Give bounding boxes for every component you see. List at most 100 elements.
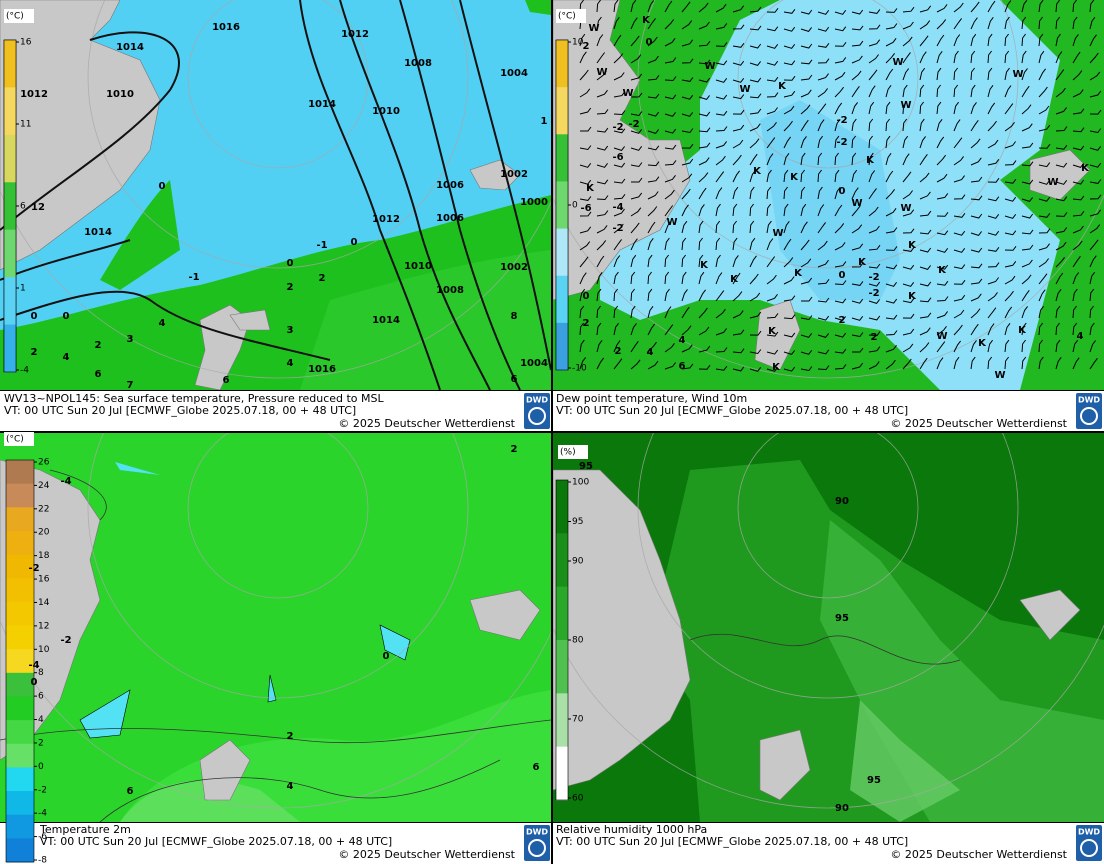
wind-barb	[1004, 339, 1010, 353]
wind-barb	[936, 341, 946, 353]
wind-barb	[1038, 33, 1044, 47]
wind-barb	[732, 220, 737, 234]
wind-barb	[715, 347, 728, 353]
wind-barb	[715, 171, 725, 183]
wind-barb	[1038, 305, 1044, 319]
wind-barb	[681, 128, 694, 134]
map-label: 2	[511, 444, 518, 455]
wind-barb	[715, 237, 721, 251]
legend-swatch	[556, 746, 568, 801]
wind-barb	[613, 322, 619, 336]
wind-barb	[936, 19, 947, 30]
wind-barb	[579, 339, 585, 353]
wind-barb	[579, 357, 586, 370]
map-label: 6	[95, 369, 102, 380]
legend-swatch	[4, 40, 16, 88]
map-label: K	[858, 257, 867, 268]
wind-barb	[681, 1, 691, 13]
wind-barb	[1072, 108, 1085, 115]
wind-barb	[834, 119, 841, 132]
map-label: W	[994, 370, 1005, 381]
wind-barb	[630, 54, 642, 64]
wind-barb	[630, 271, 636, 285]
wind-barb	[970, 323, 979, 336]
wind-barb	[1072, 34, 1079, 47]
wind-barb	[817, 240, 828, 251]
map-label: 0	[839, 270, 846, 281]
wind-barb	[715, 365, 728, 371]
wind-barb	[953, 279, 966, 285]
wind-barb	[596, 127, 609, 133]
wind-barb	[631, 177, 643, 183]
wind-barb	[1089, 109, 1102, 115]
map-label: 1006	[436, 180, 464, 191]
wind-barb	[800, 186, 806, 200]
map-label: 6	[533, 762, 540, 773]
wind-barb	[766, 60, 779, 66]
wind-barb	[1055, 69, 1065, 81]
wind-barb	[766, 44, 779, 49]
wind-barb	[766, 107, 778, 115]
wind-barb	[766, 256, 776, 268]
wind-barb	[970, 84, 976, 98]
wind-barb	[936, 311, 948, 319]
wind-barb	[664, 38, 676, 47]
wind-barb	[596, 89, 608, 98]
wind-barb	[1055, 162, 1068, 168]
wind-barb	[698, 307, 708, 319]
legend-swatch	[6, 672, 34, 697]
wind-barb	[902, 135, 909, 149]
wind-barb	[919, 281, 932, 287]
wind-barb	[1055, 144, 1068, 150]
wind-barb	[902, 52, 911, 64]
map-label: W	[1047, 177, 1058, 188]
map-label: -2	[60, 635, 71, 646]
wind-barb	[579, 163, 592, 168]
wind-barb	[817, 119, 825, 132]
wind-barb	[1089, 305, 1094, 319]
wind-barb	[868, 170, 876, 183]
wind-barb	[817, 365, 830, 371]
wind-barb	[885, 153, 892, 166]
wind-barb	[732, 237, 738, 251]
wind-barb	[936, 280, 949, 286]
wind-barb	[698, 95, 710, 100]
wind-barb	[766, 203, 772, 217]
wind-barb	[698, 21, 710, 30]
wind-barb	[1055, 305, 1061, 319]
wind-barb	[919, 172, 930, 183]
wind-barb	[800, 315, 813, 321]
map-label: K	[772, 362, 781, 373]
wind-barb	[749, 237, 756, 251]
wind-barb	[868, 361, 880, 370]
wind-barb	[630, 323, 637, 336]
logo-text: DWD	[1078, 828, 1100, 837]
legend-swatch	[6, 578, 34, 603]
wind-barb	[800, 89, 812, 98]
legend-swatch	[556, 87, 568, 135]
wind-barb	[834, 364, 847, 370]
wind-barb	[579, 88, 591, 98]
wind-barb	[1055, 16, 1061, 30]
legend-swatch	[556, 322, 568, 371]
wind-barb	[647, 176, 660, 183]
wind-barb	[664, 160, 677, 166]
wind-barb	[613, 194, 626, 200]
wind-barb	[613, 110, 626, 116]
wind-barb	[1021, 50, 1027, 64]
legend-swatch	[6, 530, 34, 556]
wind-barb	[868, 69, 878, 81]
wind-barb	[852, 347, 864, 353]
legend-swatch	[6, 743, 34, 768]
wind-barb	[936, 4, 948, 13]
wind-barb	[766, 186, 772, 200]
legend-tick-label: 11	[20, 120, 31, 130]
wind-barb	[749, 6, 762, 13]
wind-barb	[1089, 255, 1097, 268]
wind-barb	[1055, 33, 1061, 47]
map-label: K	[642, 15, 651, 26]
wind-barb	[851, 169, 858, 183]
wind-barb	[936, 154, 946, 166]
legend-tick-label: 100	[572, 478, 589, 488]
wind-barb	[732, 43, 745, 48]
